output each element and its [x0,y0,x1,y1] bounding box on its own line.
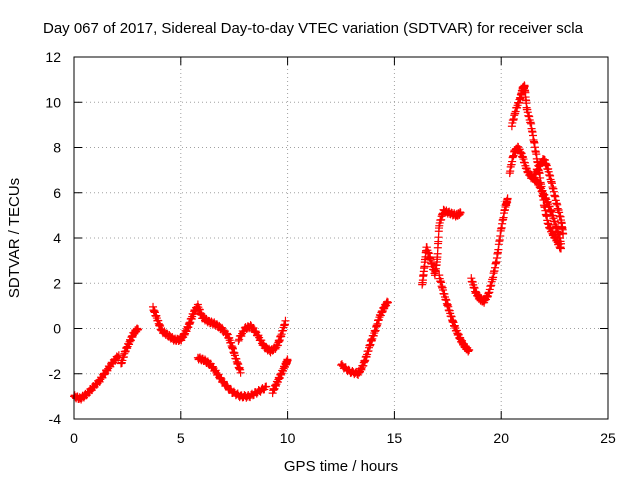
series-track-12 [507,81,566,253]
data-point-markers [268,355,292,398]
data-point-markers [70,351,123,404]
x-tick-label: 0 [70,430,78,446]
series-track-9 [435,271,474,356]
series-track-6 [268,355,292,398]
y-axis-label: SDTVAR / TECUs [6,178,23,298]
series-track-4 [193,353,271,402]
data-point-markers [435,271,474,356]
series-track-8 [418,205,465,289]
y-tick-label: 2 [53,275,61,291]
data-point-markers [149,300,245,377]
x-tick-label: 20 [493,430,509,446]
x-tick-label: 15 [387,430,403,446]
series-track-7 [337,297,392,379]
y-tick-label: 6 [53,185,61,201]
y-tick-label: 0 [53,321,61,337]
axis-ticks: 0 5 10 15 20 25 -4 -2 0 2 4 6 8 10 12 [45,49,616,446]
data-point-markers [234,316,290,357]
y-tick-label: -4 [49,411,62,427]
data-point-markers [529,154,568,238]
data-point-markers [116,324,143,368]
series-track-5 [234,316,290,357]
y-tick-label: -2 [49,366,62,382]
data-point-markers [507,81,566,253]
data-point-markers [418,205,465,289]
series-track-3 [149,300,245,377]
x-axis-label: GPS time / hours [284,458,398,475]
y-tick-label: 10 [45,94,61,110]
data-point-markers [337,297,392,379]
y-tick-label: 12 [45,49,61,65]
data-point-markers [467,194,512,307]
y-tick-label: 8 [53,140,61,156]
series-track-2 [116,324,143,368]
data-points [70,81,568,404]
x-tick-label: 5 [177,430,185,446]
x-tick-label: 25 [600,430,616,446]
series-track-1 [70,351,123,404]
y-tick-label: 4 [53,230,61,246]
series-track-11 [505,142,566,248]
data-point-markers [193,353,271,402]
chart-title: Day 067 of 2017, Sidereal Day-to-day VTE… [43,20,584,37]
series-track-10 [467,194,512,307]
data-point-markers [505,142,566,248]
series-track-13 [529,154,568,238]
x-tick-label: 10 [280,430,296,446]
